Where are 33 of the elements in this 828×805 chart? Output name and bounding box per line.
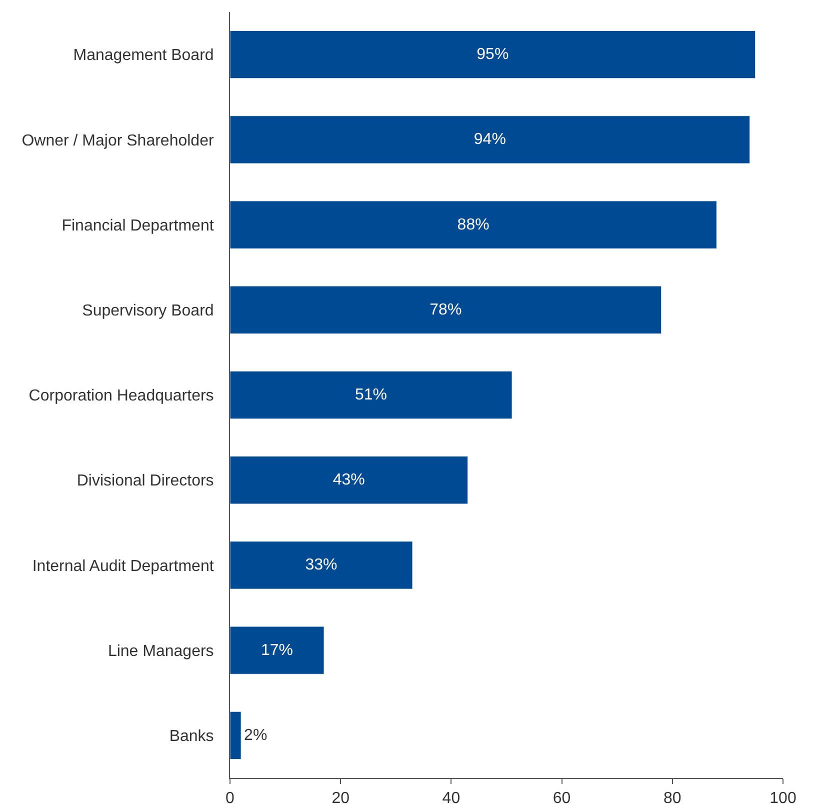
x-tick-label: 0 — [226, 790, 235, 805]
y-tick-label: Banks — [169, 728, 214, 746]
data-label: 51% — [355, 386, 388, 404]
x-tick-label: 80 — [664, 790, 682, 805]
data-label: 88% — [457, 216, 490, 234]
y-tick-label: Supervisory Board — [82, 302, 214, 320]
bar — [230, 456, 468, 504]
y-tick-label: Financial Department — [62, 217, 214, 234]
y-tick-label: Divisional Directors — [76, 472, 214, 490]
bar — [230, 200, 717, 249]
data-label: 33% — [305, 556, 338, 574]
y-tick-label: Line Managers — [108, 642, 214, 660]
y-tick-label: Internal Audit Department — [32, 558, 214, 575]
data-label: 94% — [474, 131, 506, 148]
bar — [230, 370, 512, 420]
y-tick-label: Corporation Headquarters — [28, 388, 214, 405]
bar — [230, 116, 750, 164]
bar — [230, 30, 756, 79]
x-tick-label: 20 — [332, 790, 350, 805]
y-tick-label: Owner / Major Shareholder — [22, 132, 214, 150]
x-tick-label: 100 — [770, 790, 796, 805]
data-label: 95% — [476, 46, 509, 64]
y-tick-label: Management Board — [73, 47, 214, 64]
data-label: 2% — [244, 726, 268, 744]
bar — [230, 541, 413, 590]
data-label: 17% — [260, 642, 294, 659]
x-tick-label: 40 — [442, 790, 460, 805]
x-tick-label: 60 — [552, 790, 571, 805]
data-label: 78% — [430, 301, 462, 318]
bar — [230, 626, 324, 674]
data-label: 43% — [332, 472, 365, 489]
bar — [230, 711, 242, 760]
bar — [230, 286, 662, 334]
